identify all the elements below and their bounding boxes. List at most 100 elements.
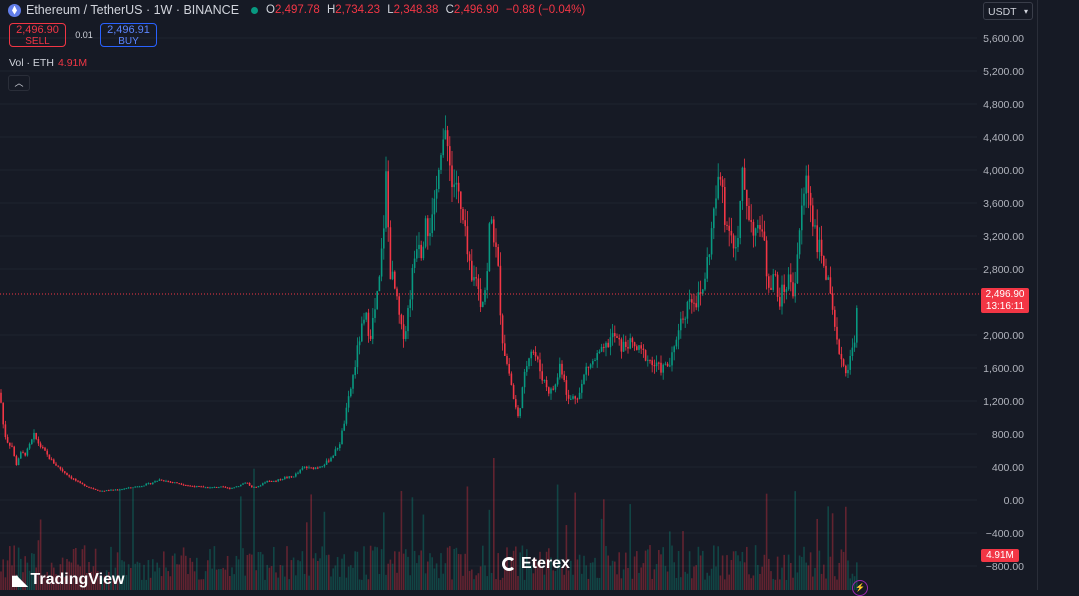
price-axis[interactable]: 5,600.00 5,200.00 4,800.00 4,400.00 4,000.00… xyxy=(983,33,1024,573)
candle-body xyxy=(757,224,759,229)
volume-bar xyxy=(653,569,656,590)
candle-body xyxy=(794,283,796,297)
candle-body xyxy=(341,430,343,445)
volume-bar xyxy=(94,548,97,590)
candle-body xyxy=(785,289,788,292)
candle-body xyxy=(581,383,583,393)
volume-bar xyxy=(748,574,750,590)
candle-body xyxy=(112,489,114,491)
volume-bar xyxy=(42,575,44,590)
candle-body xyxy=(246,482,249,484)
volume-bar xyxy=(204,571,207,590)
volume-bar xyxy=(48,579,51,590)
symbol-title[interactable]: Ethereum / TetherUS · 1W · BINANCE xyxy=(26,3,240,17)
candle-body xyxy=(790,274,792,283)
candle-body xyxy=(204,487,207,489)
candle-body xyxy=(504,343,506,357)
candle-body xyxy=(598,351,601,354)
volume-bar xyxy=(726,555,728,590)
price-tick-label: −400.00 xyxy=(986,528,1024,540)
candle-body xyxy=(576,398,579,400)
volume-bar xyxy=(97,571,99,590)
volume-bar xyxy=(303,573,306,590)
candle-body xyxy=(567,394,570,399)
buy-button[interactable]: 2,496.91 BUY xyxy=(100,23,157,47)
candle-body xyxy=(508,363,510,374)
candle-body xyxy=(231,487,233,489)
volume-bar xyxy=(576,559,579,590)
candle-body xyxy=(394,271,396,289)
candle-body xyxy=(748,205,750,221)
volume-bar xyxy=(264,579,266,590)
candle-body xyxy=(308,467,310,469)
candle-body xyxy=(33,432,35,440)
volume-bar xyxy=(310,494,312,590)
candle-body xyxy=(310,467,312,469)
volume-bar xyxy=(561,566,563,590)
price-tick-label: 5,600.00 xyxy=(983,33,1024,45)
candle-body xyxy=(114,489,117,491)
volume-bar xyxy=(851,573,854,590)
candle-body xyxy=(856,307,858,343)
candle-body xyxy=(750,220,752,222)
candle-body xyxy=(213,486,216,488)
candle-body xyxy=(361,323,363,342)
candle-body xyxy=(279,479,282,481)
volume-bar xyxy=(449,546,451,590)
volume-bar xyxy=(224,569,227,590)
tradingview-logo[interactable]: ▮◣ TradingView xyxy=(11,571,124,589)
volume-bar xyxy=(191,561,194,590)
ohlc-values: O2,497.78 H2,734.23 L2,348.38 C2,496.90 … xyxy=(266,4,589,16)
candle-body xyxy=(383,228,385,249)
volume-bar xyxy=(13,545,15,590)
candle-body xyxy=(704,278,706,290)
volume-bar xyxy=(609,565,612,590)
candle-body xyxy=(638,345,640,350)
currency-select[interactable]: USDT ▾ xyxy=(983,2,1033,20)
candle-body xyxy=(15,456,18,466)
volume-bar xyxy=(594,557,596,590)
candle-body xyxy=(477,278,480,290)
candle-body xyxy=(440,155,442,170)
candle-body xyxy=(627,346,629,349)
volume-bar xyxy=(68,561,70,590)
volume-bar xyxy=(475,575,477,590)
volume-bar xyxy=(92,566,95,590)
collapse-legend-button[interactable]: ︿ xyxy=(8,75,30,91)
volume-bar xyxy=(666,571,669,590)
candle-body xyxy=(83,484,86,486)
volume-bar xyxy=(622,569,625,590)
volume-bar xyxy=(325,555,328,590)
volume-bar xyxy=(237,559,240,590)
volume-bar xyxy=(215,569,218,590)
candle-body xyxy=(779,296,781,307)
candle-body xyxy=(59,466,62,470)
candle-body xyxy=(420,244,422,259)
candle-body xyxy=(726,224,728,226)
candle-body xyxy=(224,486,227,488)
candle-body xyxy=(200,486,202,488)
volume-bar xyxy=(849,578,851,590)
lightning-icon[interactable]: ⚡ xyxy=(852,580,868,596)
volume-bar xyxy=(281,565,284,590)
candle-body xyxy=(68,475,70,477)
candle-body xyxy=(633,342,636,347)
candle-body xyxy=(647,359,649,361)
candle-body xyxy=(594,360,596,362)
sell-button[interactable]: 2,496.90 SELL xyxy=(9,23,66,47)
volume-bar xyxy=(587,578,590,590)
volume-bar xyxy=(636,551,638,590)
volume-legend[interactable]: Vol · ETH 4.91M xyxy=(9,57,87,69)
volume-bar xyxy=(321,546,323,590)
candle-body xyxy=(259,485,262,487)
volume-bar xyxy=(598,577,601,590)
candle-body xyxy=(325,460,328,465)
volume-bar xyxy=(416,563,418,590)
candle-body xyxy=(242,483,244,485)
candle-body xyxy=(81,482,84,485)
candle-body xyxy=(347,396,350,408)
candle-body xyxy=(552,388,554,390)
volume-bar xyxy=(440,553,442,590)
volume-bar xyxy=(715,566,717,590)
